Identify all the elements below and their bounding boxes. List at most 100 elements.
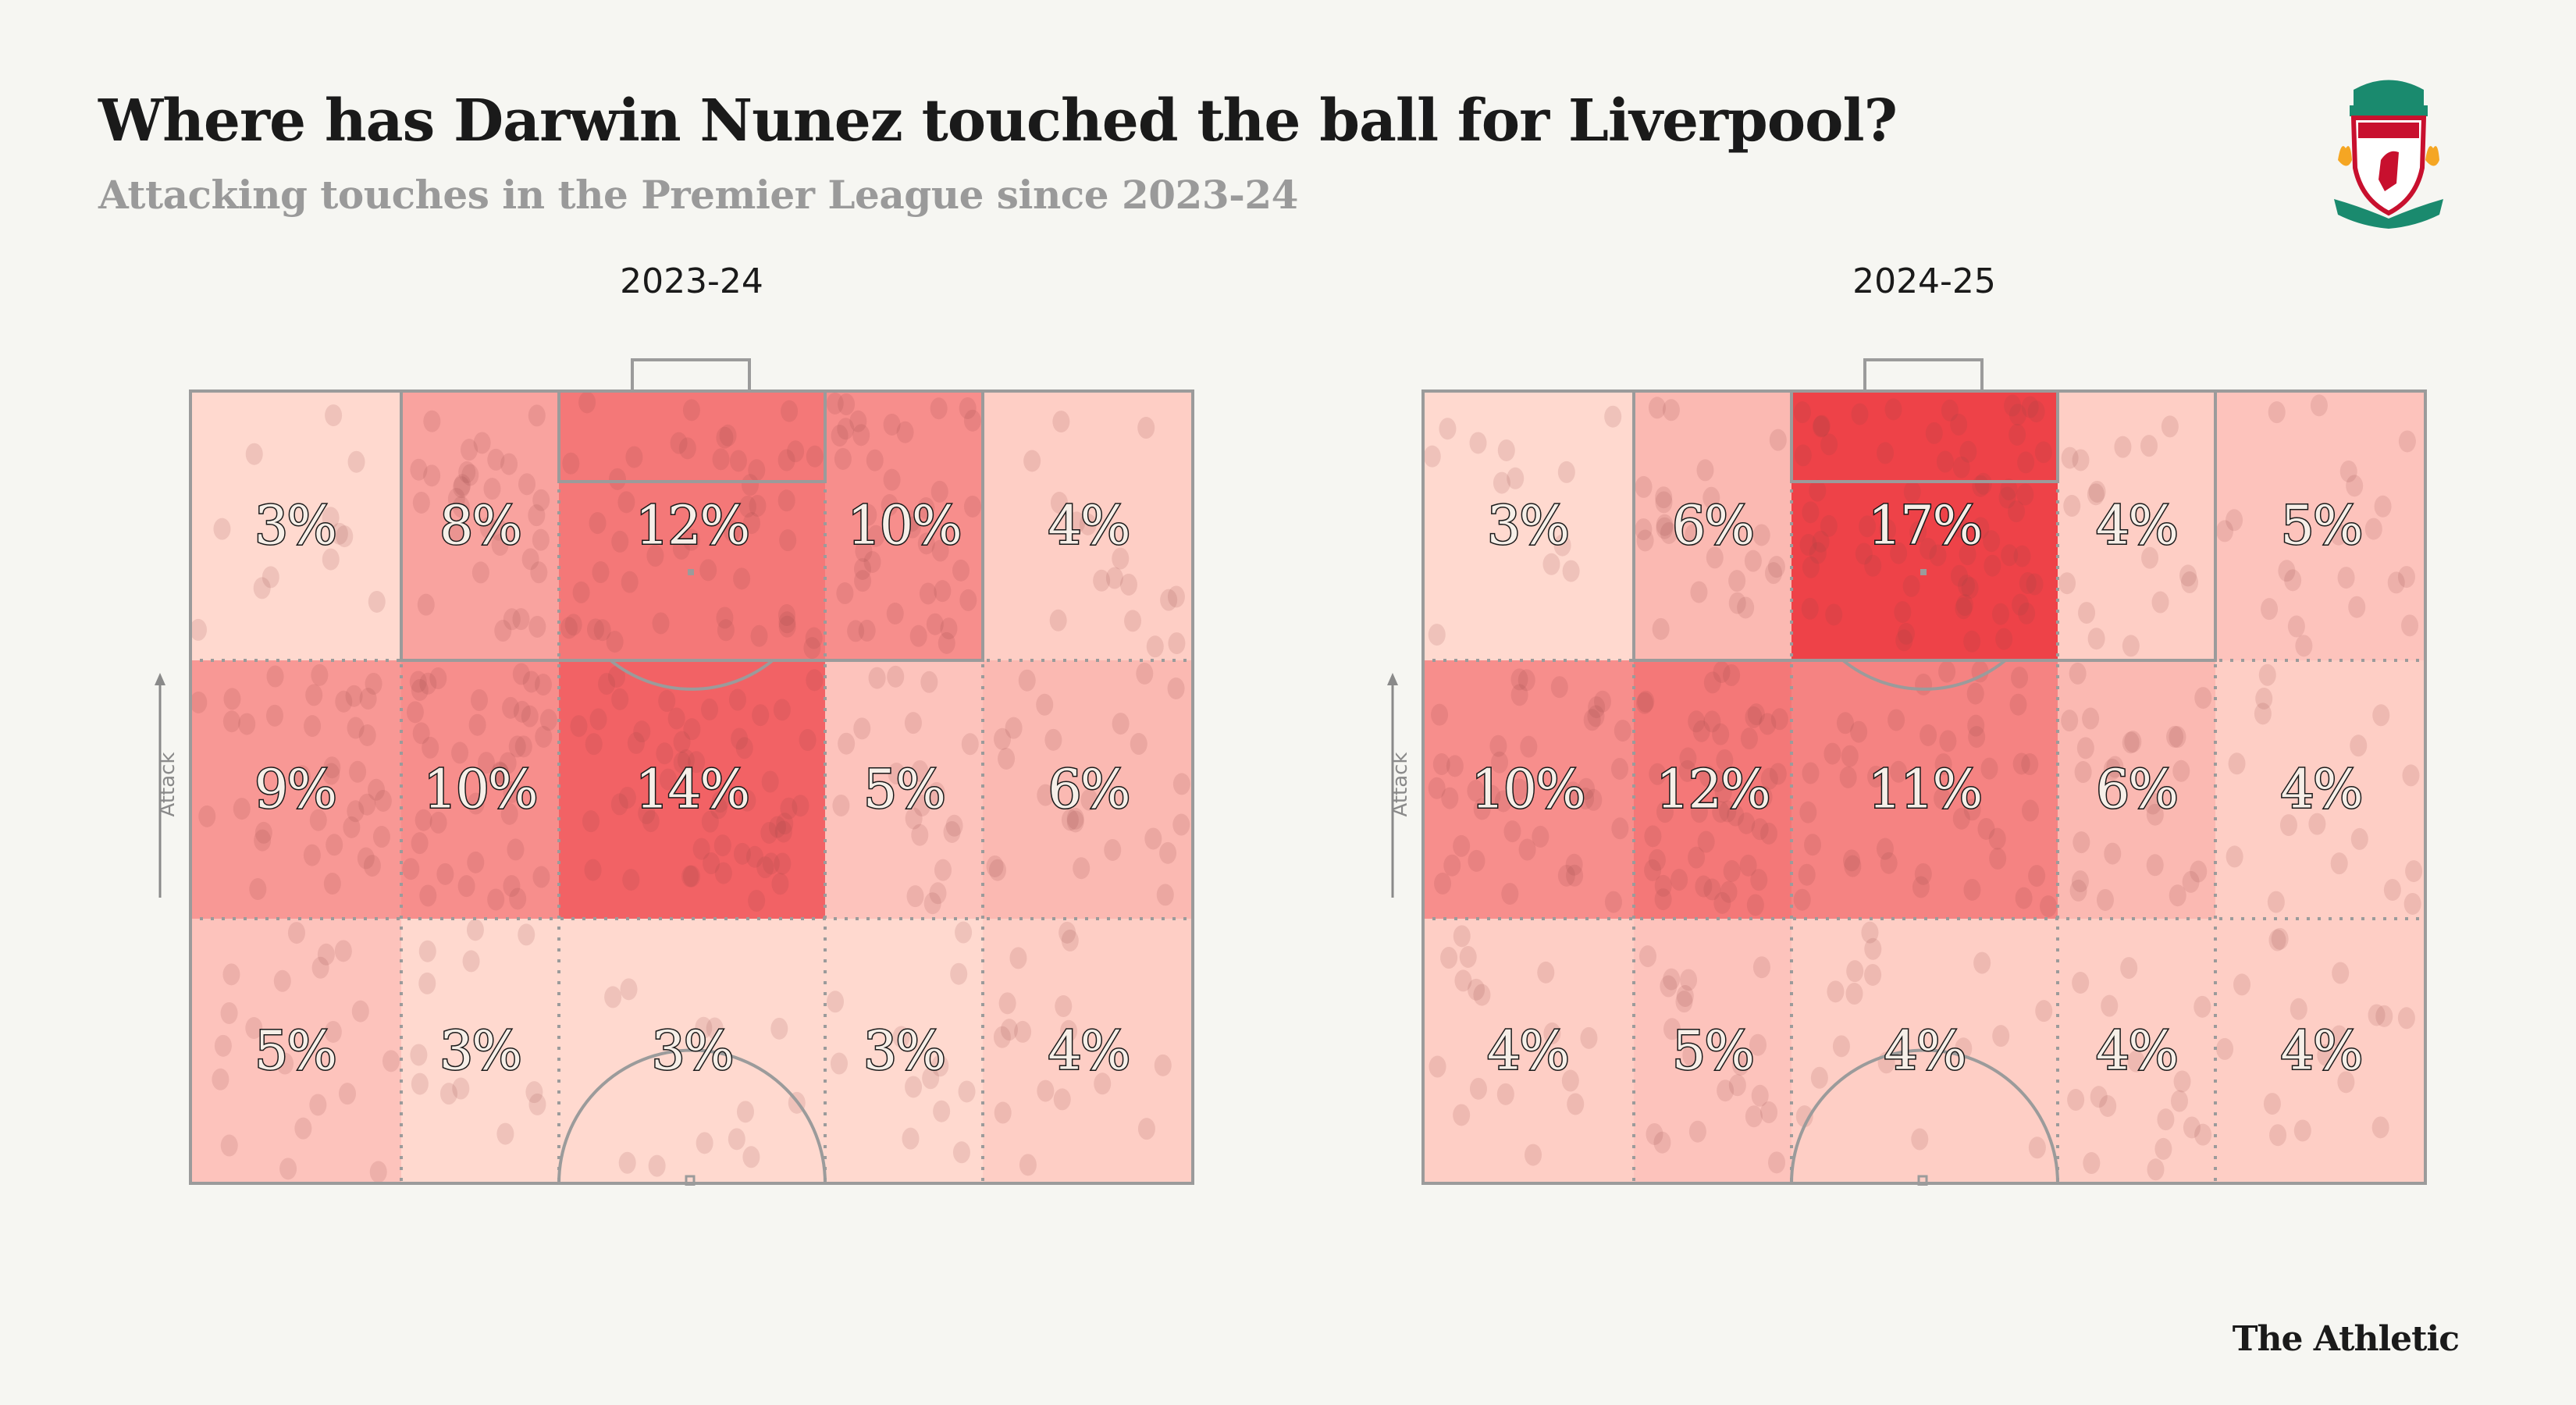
touch-dot [503, 608, 521, 631]
touch-dot [1670, 869, 1688, 891]
touch-dot [508, 735, 526, 758]
touch-dot [1517, 669, 1535, 692]
touch-dot [1473, 798, 1491, 820]
heatmap-cell [825, 391, 983, 660]
touch-dot [1066, 810, 1084, 833]
touch-dot [323, 756, 341, 779]
touch-dot [699, 559, 717, 582]
cell-percentage-label: 5% [1671, 1019, 1756, 1083]
touch-dot [2146, 803, 2164, 826]
touch-dot [1614, 720, 1631, 742]
touch-dot [748, 890, 766, 912]
touch-dot [826, 392, 844, 414]
touch-dot [1567, 1093, 1585, 1115]
touch-dot [2071, 870, 2089, 893]
touch-dot [323, 873, 341, 895]
attack-direction-left: Attack [152, 671, 183, 905]
touch-dot [1557, 864, 1575, 887]
touch-dot [940, 617, 958, 640]
touch-dot [1023, 450, 1041, 472]
pitch-heatmap-2023-24: 3% 8% 12% 10% 4% 9% 10% 14% 5% 6% 5% 3% 3% 3% 4% [189, 358, 1194, 1186]
touch-dot [854, 570, 872, 592]
touch-dot [1952, 807, 1970, 830]
touch-dot [1716, 749, 1734, 771]
touch-dot [1845, 983, 1863, 1005]
touch-dot [777, 604, 795, 627]
touch-dot [436, 863, 454, 885]
touch-dot [952, 559, 970, 582]
touch-dot [1525, 1144, 1542, 1166]
touch-dot [1746, 894, 1764, 916]
touch-dot [670, 432, 688, 454]
touch-dot [2330, 1025, 2348, 1048]
touch-dot [347, 800, 365, 823]
touch-dot [712, 448, 730, 471]
touch-dot [787, 440, 805, 463]
chart-subtitle: Attacking touches in the Premier League … [98, 172, 1298, 218]
touch-dot [1154, 1054, 1172, 1076]
touch-dot [1972, 517, 1990, 539]
touch-dot [325, 404, 343, 427]
touch-dot [792, 795, 809, 817]
touch-dot [359, 688, 377, 710]
touch-dot [703, 852, 720, 875]
touch-dot [604, 986, 622, 1008]
touch-dot [673, 731, 691, 753]
cell-percentage-label: 9% [254, 758, 339, 822]
touch-dot [1682, 1044, 1700, 1066]
touch-dot [1423, 445, 1441, 468]
touch-dot [410, 1044, 428, 1066]
touch-dot [711, 791, 729, 813]
touch-dot [1510, 778, 1528, 801]
touch-dot [998, 747, 1016, 770]
touch-dot [1663, 968, 1681, 991]
attack-direction-right: Attack [1385, 671, 1416, 905]
touch-dot [2397, 566, 2415, 589]
touch-dot [1428, 777, 1446, 799]
touch-dot [1489, 735, 1507, 757]
touch-dot [1749, 1033, 1767, 1056]
touch-dot [1934, 753, 1952, 776]
touch-dot [521, 705, 539, 727]
heatmap-cell [189, 660, 401, 919]
touch-dot [2261, 598, 2279, 621]
touch-dot [1005, 717, 1023, 739]
touch-dot [1747, 703, 1765, 726]
touch-dot [1119, 573, 1137, 596]
touch-dot [2284, 569, 2302, 592]
touch-dot [1968, 726, 1986, 749]
touch-dot [1473, 984, 1491, 1006]
touch-dot [836, 582, 854, 605]
touch-dot [2028, 865, 2046, 887]
touch-dot [2317, 1044, 2335, 1066]
touch-dot [771, 873, 789, 895]
touch-dot [2114, 436, 2132, 458]
season-title-2024-25: 2024-25 [1852, 261, 1996, 301]
touch-dot [688, 751, 706, 774]
touch-dot [1577, 788, 1595, 810]
touch-dot [1740, 727, 1758, 750]
touch-dot [1767, 556, 1785, 578]
touch-dot [2290, 998, 2307, 1020]
heatmap-cell [1634, 919, 1791, 1183]
season-title-2023-24: 2023-24 [620, 261, 763, 301]
touch-dot [906, 885, 924, 908]
touch-dot [1720, 880, 1738, 903]
touch-dot [1973, 951, 1991, 974]
touch-dot [598, 673, 616, 695]
touch-dot [1580, 1026, 1598, 1049]
touch-dot [1739, 854, 1757, 877]
touch-dot [2330, 523, 2348, 546]
touch-dot [1850, 720, 1868, 743]
touch-dot [1864, 963, 1882, 986]
touch-dot [2140, 435, 2158, 457]
touch-dot [223, 688, 241, 710]
touch-dot [1497, 439, 1515, 461]
touch-dot [2287, 615, 2305, 638]
touch-dot [1867, 765, 1885, 788]
touch-dot [322, 763, 340, 785]
heatmap-cell [825, 660, 983, 919]
touch-dot [502, 696, 520, 719]
touch-dot [1136, 662, 1154, 685]
touch-dot [738, 496, 756, 518]
